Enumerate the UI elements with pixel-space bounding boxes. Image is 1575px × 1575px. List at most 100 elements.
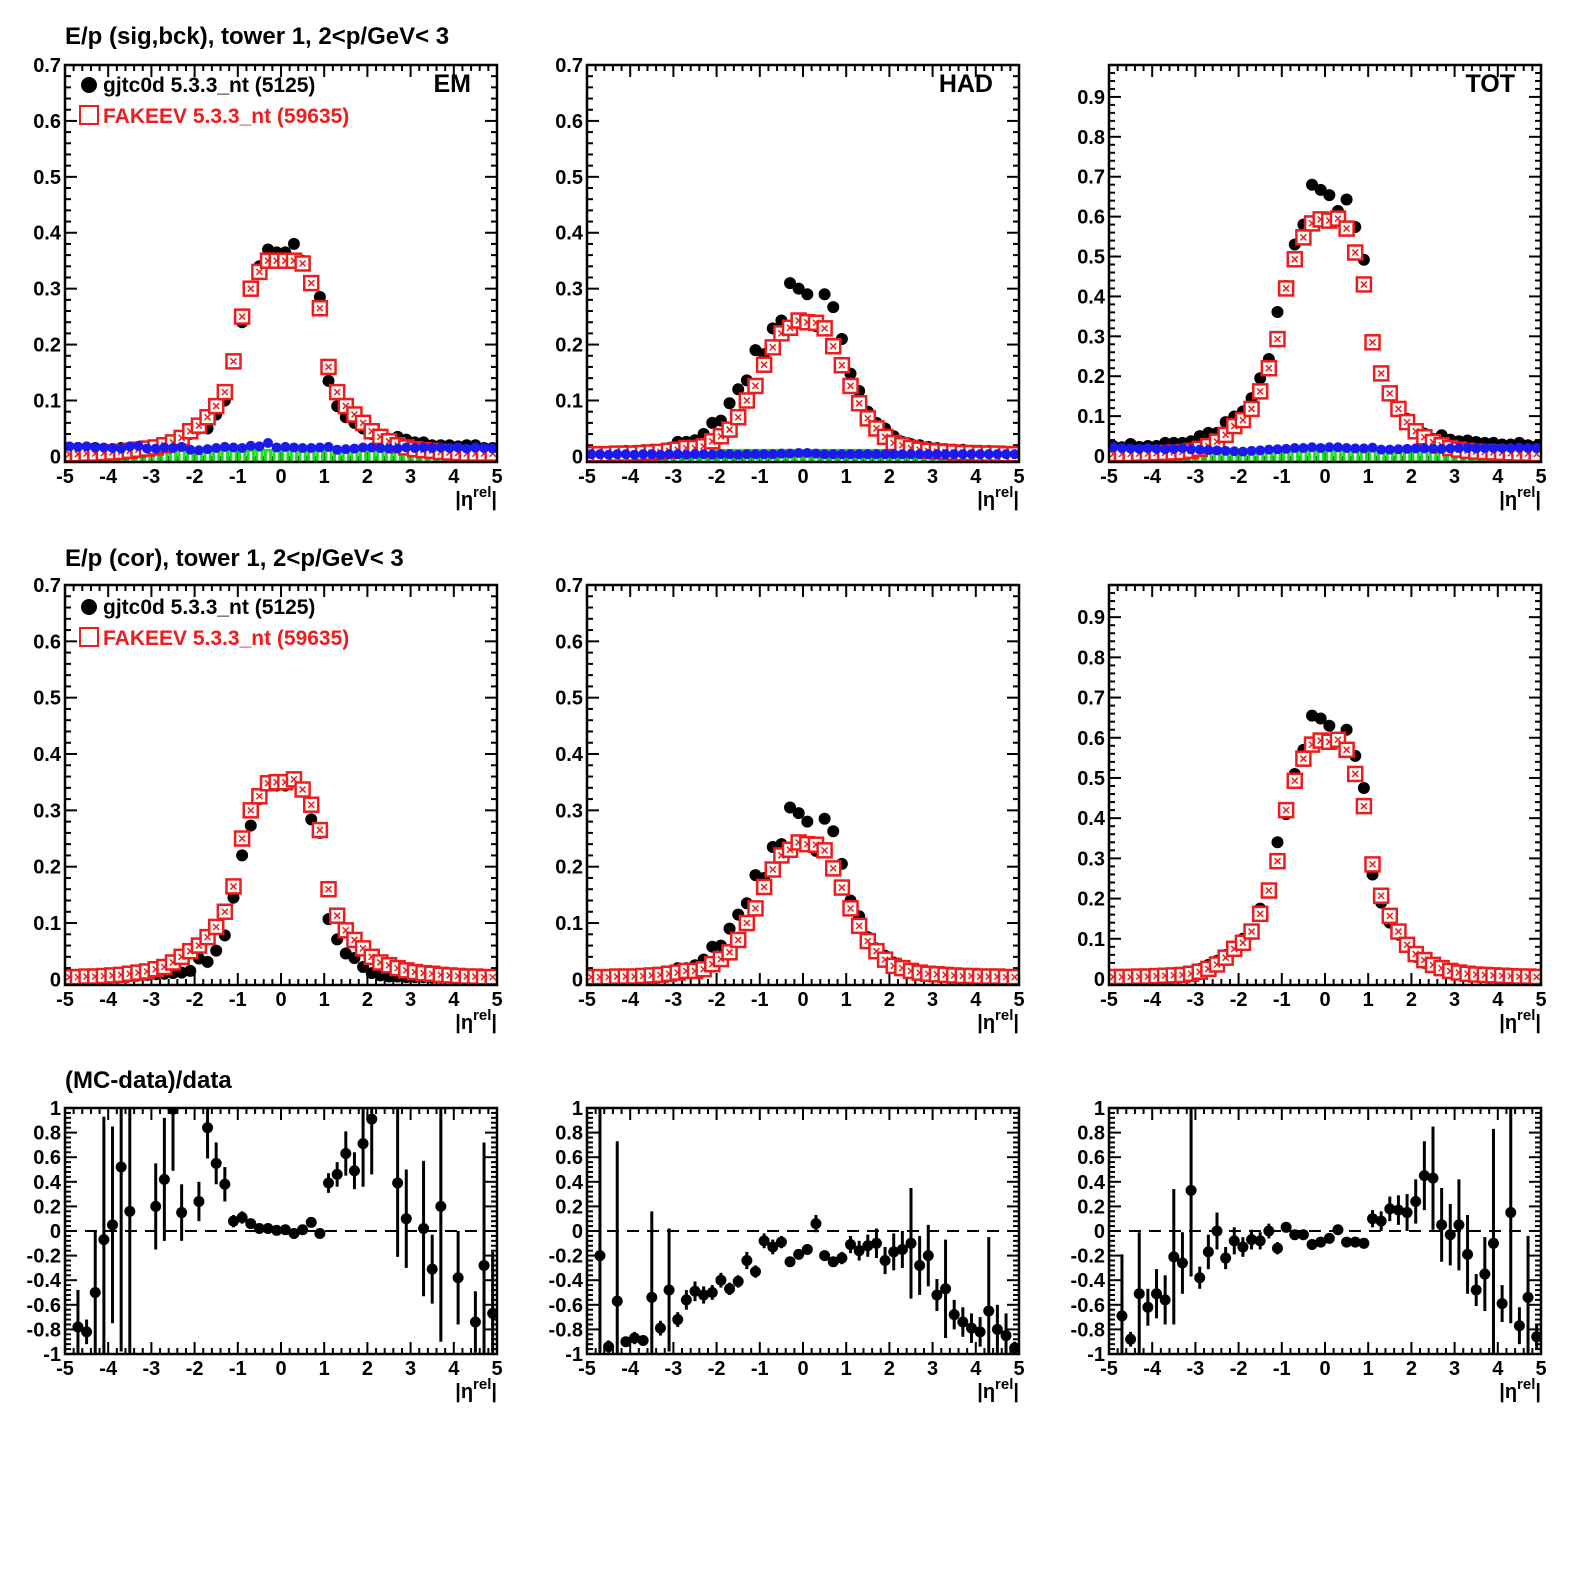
y-tick-label: 0.4: [555, 744, 584, 766]
ratio-point: [879, 1255, 891, 1267]
x-tick-label: -2: [1230, 1358, 1248, 1380]
x-tick-label: 5: [491, 1358, 502, 1380]
y-tick-label: 0: [50, 446, 61, 468]
mc-error-mark: [769, 343, 777, 351]
x-axis-label-close: |: [1013, 489, 1019, 511]
mc-error-mark: [307, 279, 315, 287]
y-tick-label: 0.7: [555, 55, 583, 77]
data-point: [1271, 836, 1284, 849]
bkg-data-point: [906, 449, 916, 460]
bkg-data-point: [72, 441, 83, 452]
y-tick-label: 0.4: [33, 223, 62, 245]
x-axis-label: |ηrel|: [455, 1007, 497, 1034]
y-tick-label: 0.8: [33, 1123, 61, 1145]
bkg-data-point: [957, 449, 968, 460]
ratio-point: [1176, 1257, 1188, 1269]
ratio-point: [1444, 1229, 1456, 1241]
mc-error-mark: [1248, 405, 1256, 413]
bkg-data-point: [107, 443, 118, 454]
ratio-point: [331, 1168, 343, 1180]
bkg-data-point: [435, 442, 446, 453]
x-axis-label-sup: rel: [473, 1376, 491, 1393]
x-tick-label: 0: [275, 989, 286, 1011]
bkg-data-point: [1298, 443, 1309, 454]
ratio-point: [305, 1216, 317, 1228]
y-tick-label: 0.8: [1077, 1123, 1105, 1145]
ratio-point: [896, 1243, 908, 1255]
x-axis-label-close: |: [1535, 1012, 1541, 1034]
y-tick-label: 0: [572, 1221, 583, 1243]
mc-error-mark: [1239, 416, 1247, 424]
x-tick-label: -5: [56, 466, 74, 488]
bkg-data-point: [1531, 443, 1541, 454]
bkg-data-point: [470, 442, 481, 453]
mc-error-mark: [734, 413, 742, 421]
x-axis-label: |ηrel|: [977, 1007, 1019, 1034]
mc-error-mark: [212, 923, 220, 931]
bkg-data-point: [375, 443, 386, 454]
x-tick-label: 3: [1449, 989, 1460, 1011]
bkg-data-point: [263, 437, 274, 448]
ratio-point: [611, 1295, 623, 1307]
bkg-data-point: [1151, 443, 1162, 454]
ratio-point: [124, 1205, 136, 1217]
mc-error-mark: [751, 382, 760, 390]
bkg-data-point: [349, 443, 360, 454]
x-axis-label-close: |: [1535, 1381, 1541, 1403]
x-tick-label: 3: [927, 466, 938, 488]
ratio-point: [1280, 1221, 1292, 1233]
ratio-point: [965, 1322, 977, 1334]
x-tick-label: 0: [1319, 1358, 1330, 1380]
bkg-data-point: [461, 443, 472, 454]
x-tick-label: 5: [491, 466, 502, 488]
mc-error-mark: [229, 357, 238, 365]
x-axis-label-close: |: [491, 1012, 497, 1034]
bkg-data-point: [1186, 444, 1197, 455]
bkg-data-point: [168, 443, 178, 454]
bkg-data-point: [1177, 443, 1188, 454]
ratio-point: [819, 1250, 831, 1262]
y-tick-label: -0.8: [27, 1319, 61, 1341]
bkg-data-point: [1134, 443, 1145, 454]
bkg-data-point: [142, 443, 153, 454]
x-tick-label: 2: [884, 1358, 895, 1380]
y-tick-label: 0.7: [33, 575, 61, 597]
ratio-point: [775, 1236, 787, 1248]
ratio-point: [288, 1227, 300, 1239]
data-point: [818, 288, 831, 301]
x-tick-label: -4: [99, 1358, 118, 1380]
x-axis-label-main: |η: [977, 1381, 995, 1403]
x-axis-label-main: |η: [1499, 489, 1517, 511]
ratio-point: [974, 1326, 986, 1338]
bkg-data-point: [1488, 443, 1499, 454]
plot-frame: [1107, 583, 1543, 987]
x-tick-label: 2: [884, 989, 895, 1011]
y-tick-label: 0.2: [555, 335, 583, 357]
mc-error-mark: [1351, 248, 1359, 257]
bkg-data-point: [983, 449, 994, 460]
y-tick-label: 0.1: [33, 390, 61, 412]
x-tick-label: 5: [1535, 466, 1546, 488]
ratio-point: [107, 1219, 119, 1231]
data-point: [827, 301, 840, 314]
bkg-data-point: [1332, 442, 1343, 453]
x-tick-label: -5: [56, 989, 74, 1011]
panel-label: TOT: [1465, 70, 1515, 98]
bkg-data-point: [845, 449, 856, 460]
y-tick-label: 1: [572, 1098, 583, 1120]
x-tick-label: 3: [405, 989, 416, 1011]
y-tick-label: 0.6: [1077, 1147, 1105, 1169]
y-tick-label: 0: [1094, 1221, 1105, 1243]
y-tick-label: 0.9: [1077, 87, 1105, 109]
x-tick-label: 2: [1406, 989, 1417, 1011]
bkg-data-point: [1445, 443, 1456, 454]
x-axis-label-sup: rel: [995, 1376, 1013, 1393]
x-tick-label: 5: [1535, 1358, 1546, 1380]
mc-error-mark: [1291, 777, 1299, 785]
x-tick-label: 0: [797, 466, 808, 488]
bkg-data-point: [133, 440, 144, 451]
ratio-point: [646, 1291, 658, 1303]
bkg-data-point: [202, 444, 213, 455]
ratio-point: [1237, 1241, 1249, 1253]
ratio-point: [193, 1195, 205, 1207]
